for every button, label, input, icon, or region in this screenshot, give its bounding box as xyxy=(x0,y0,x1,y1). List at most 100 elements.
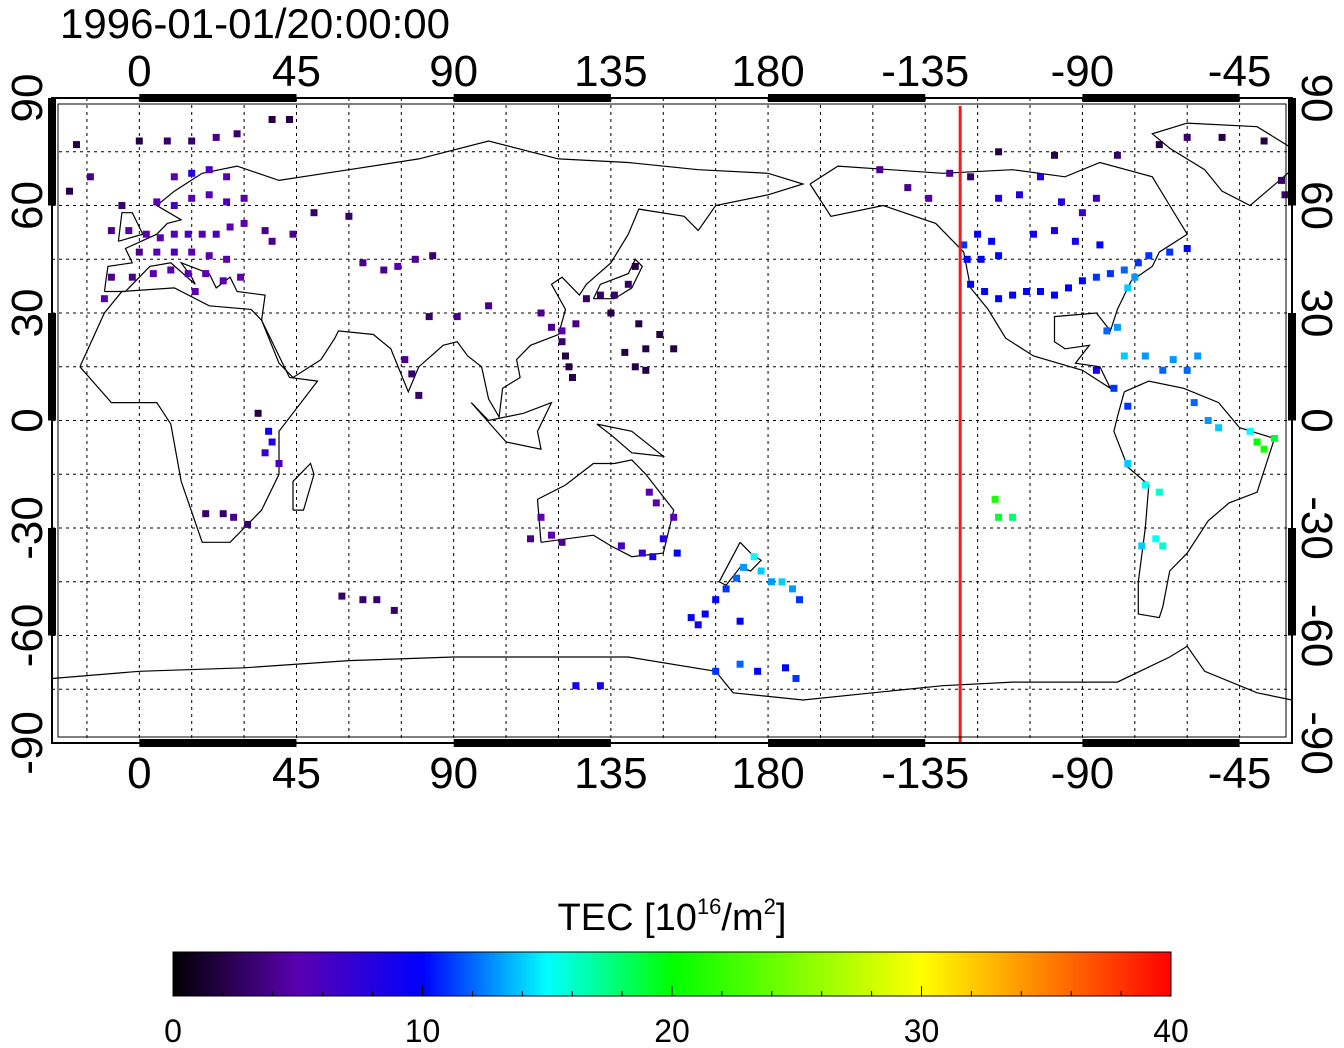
tec-cell xyxy=(694,621,702,629)
tec-cell xyxy=(394,262,402,270)
tec-cell xyxy=(135,248,143,256)
tec-cell xyxy=(988,237,996,245)
tec-cell xyxy=(1271,434,1278,442)
tec-cell xyxy=(1009,291,1017,299)
tec-cell xyxy=(1145,252,1153,260)
tec-cell xyxy=(142,230,150,238)
tec-cell xyxy=(289,230,297,238)
tec-cell xyxy=(960,241,968,249)
tec-cell xyxy=(1065,284,1072,292)
colorbar-ticks xyxy=(172,986,1172,996)
tec-cell xyxy=(1078,209,1086,217)
tec-cell xyxy=(223,198,231,206)
tec-cell xyxy=(750,553,758,561)
tec-cell xyxy=(1204,417,1212,424)
tec-cell xyxy=(1037,173,1044,181)
tec-cell xyxy=(582,295,590,303)
tec-cell xyxy=(565,363,573,371)
tec-cell xyxy=(338,592,346,600)
tec-cell xyxy=(1141,352,1149,360)
frame-bar-bottom xyxy=(139,739,297,747)
tec-cell xyxy=(624,280,632,288)
tec-cell xyxy=(1092,366,1100,374)
tec-cell xyxy=(995,148,1003,156)
coastline-11 xyxy=(596,423,666,458)
tec-cell xyxy=(1166,248,1174,256)
tec-cell xyxy=(1152,535,1160,543)
tec-cell xyxy=(226,223,234,231)
tec-cell xyxy=(1103,327,1111,335)
tec-cell xyxy=(1078,277,1086,285)
tec-cell xyxy=(1190,399,1198,407)
tec-cell xyxy=(153,248,161,256)
tec-cell xyxy=(345,212,353,220)
tec-cell xyxy=(967,280,975,288)
tec-cell xyxy=(265,427,273,435)
colorbar-tick-labels: 0 10 20 30 40 xyxy=(164,1013,1189,1048)
tec-cell xyxy=(548,323,555,331)
tec-cell xyxy=(1124,402,1132,410)
frame-bar-top xyxy=(768,94,926,102)
tec-cell xyxy=(607,309,615,317)
coastline-12 xyxy=(292,462,315,511)
tec-cell xyxy=(125,227,133,235)
tec-cell xyxy=(733,574,741,582)
tec-cell xyxy=(156,234,164,242)
y-tick-label-left: -30 xyxy=(3,496,52,560)
tec-cell xyxy=(1037,288,1044,295)
tec-cell xyxy=(656,331,664,338)
frame-bar-top xyxy=(139,94,297,102)
y-tick-label-right: 0 xyxy=(1292,408,1341,432)
tec-cell xyxy=(1030,230,1037,238)
tec-cell xyxy=(1023,288,1030,295)
x-tick-label-top: -90 xyxy=(1051,47,1115,96)
colorbar-tick-label: 40 xyxy=(1153,1013,1189,1048)
x-axis-top-labels: 0 45 90 135 180 -135 -90 -45 xyxy=(127,47,1271,96)
tec-cell xyxy=(237,273,245,281)
tec-cell xyxy=(778,578,786,586)
tec-cell xyxy=(202,510,210,518)
x-tick-label-top: -45 xyxy=(1208,47,1272,96)
tec-cell xyxy=(1134,259,1142,267)
tec-cell xyxy=(670,345,678,353)
tec-cell xyxy=(240,194,248,202)
tec-cell xyxy=(1113,151,1121,159)
tec-cell xyxy=(268,438,276,446)
tec-cell xyxy=(128,273,136,281)
x-tick-label-bottom: -45 xyxy=(1208,749,1272,798)
y-tick-label-right: -90 xyxy=(1292,711,1341,775)
tec-cell xyxy=(722,585,730,593)
tec-cell xyxy=(642,366,650,374)
tec-cell xyxy=(572,682,580,690)
tec-cell xyxy=(610,291,618,299)
tec-cell xyxy=(1183,366,1191,374)
tec-cell xyxy=(995,252,1003,260)
tec-cell xyxy=(1131,273,1139,281)
tec-cell xyxy=(631,262,639,270)
tec-cell xyxy=(230,513,238,521)
coastline-1 xyxy=(103,140,806,419)
tec-cell xyxy=(1260,137,1268,145)
tec-cell xyxy=(635,320,643,328)
frame-bar-left xyxy=(48,528,56,636)
y-tick-label-right: 60 xyxy=(1292,181,1341,230)
tec-cell xyxy=(184,270,192,278)
coastline-4 xyxy=(1113,380,1276,619)
y-tick-label-right: -30 xyxy=(1292,496,1341,560)
tec-cell xyxy=(170,230,178,238)
tec-cell xyxy=(188,169,196,177)
colorbar-tick-label: 20 xyxy=(654,1013,690,1048)
tec-cell xyxy=(792,675,800,682)
tec-cell xyxy=(558,327,566,335)
tec-cell xyxy=(754,667,762,675)
x-tick-label-bottom: 180 xyxy=(731,749,804,798)
colorbar-label: TEC [1016/m2] xyxy=(558,894,787,939)
tec-cell xyxy=(659,535,667,543)
tec-cell xyxy=(66,187,73,195)
tec-cell xyxy=(1218,133,1226,141)
tec-cell xyxy=(223,173,231,181)
tec-cell xyxy=(390,606,398,614)
tec-cell xyxy=(701,610,709,618)
tec-cell xyxy=(1051,151,1058,159)
